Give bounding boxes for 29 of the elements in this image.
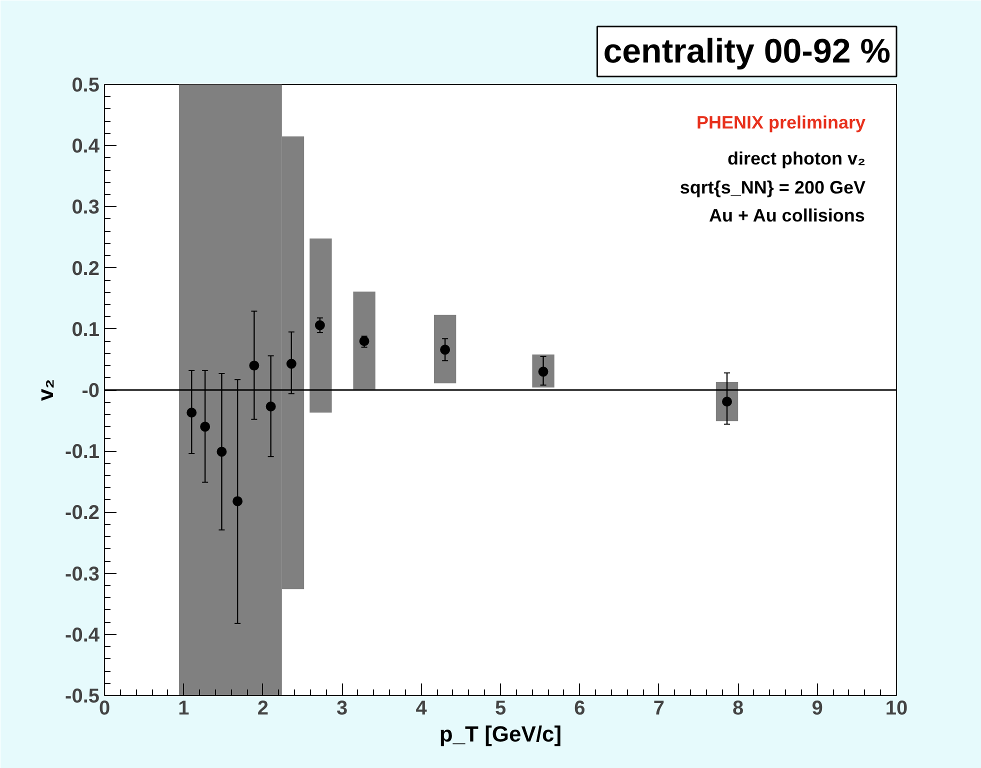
x-tick-label: 2 [257,698,268,720]
x-tick-label: 0 [98,698,110,720]
x-tick-label: 3 [336,698,348,720]
x-tick-label: 9 [812,698,823,720]
y-tick-label: -0.2 [65,502,100,524]
annotation: Au + Au collisions [708,206,865,226]
x-tick-label: 10 [885,698,908,720]
x-tick-label: 8 [732,698,744,720]
y-tick-label: -0.4 [65,624,100,646]
x-tick-label: 4 [416,698,428,720]
y-tick-label: 0.5 [72,74,100,96]
annotation: sqrt{s_NN} = 200 GeV [680,178,866,198]
y-tick-label: 0.2 [72,258,100,280]
x-tick-label: 7 [653,698,664,720]
y-tick-label: -0 [82,380,100,402]
y-tick-label: 0.3 [72,196,100,219]
y-axis-title: v₂ [33,378,58,402]
y-tick-label: -0.3 [65,563,100,586]
y-tick-label: -0.5 [65,686,100,708]
annotation: PHENIX preliminary [696,112,866,132]
x-tick-label: 5 [494,698,506,720]
x-axis-title: p_T [GeV/c] [439,722,562,746]
y-tick-label: 0.4 [72,136,100,158]
y-tick-label: -0.1 [65,441,100,464]
x-tick-label: 6 [574,698,586,720]
y-tick-label: 0.1 [72,318,100,341]
annotation: direct photon v₂ [728,148,866,168]
x-tick-label: 1 [178,698,190,720]
chart-title: centrality 00-92 % [603,32,891,70]
